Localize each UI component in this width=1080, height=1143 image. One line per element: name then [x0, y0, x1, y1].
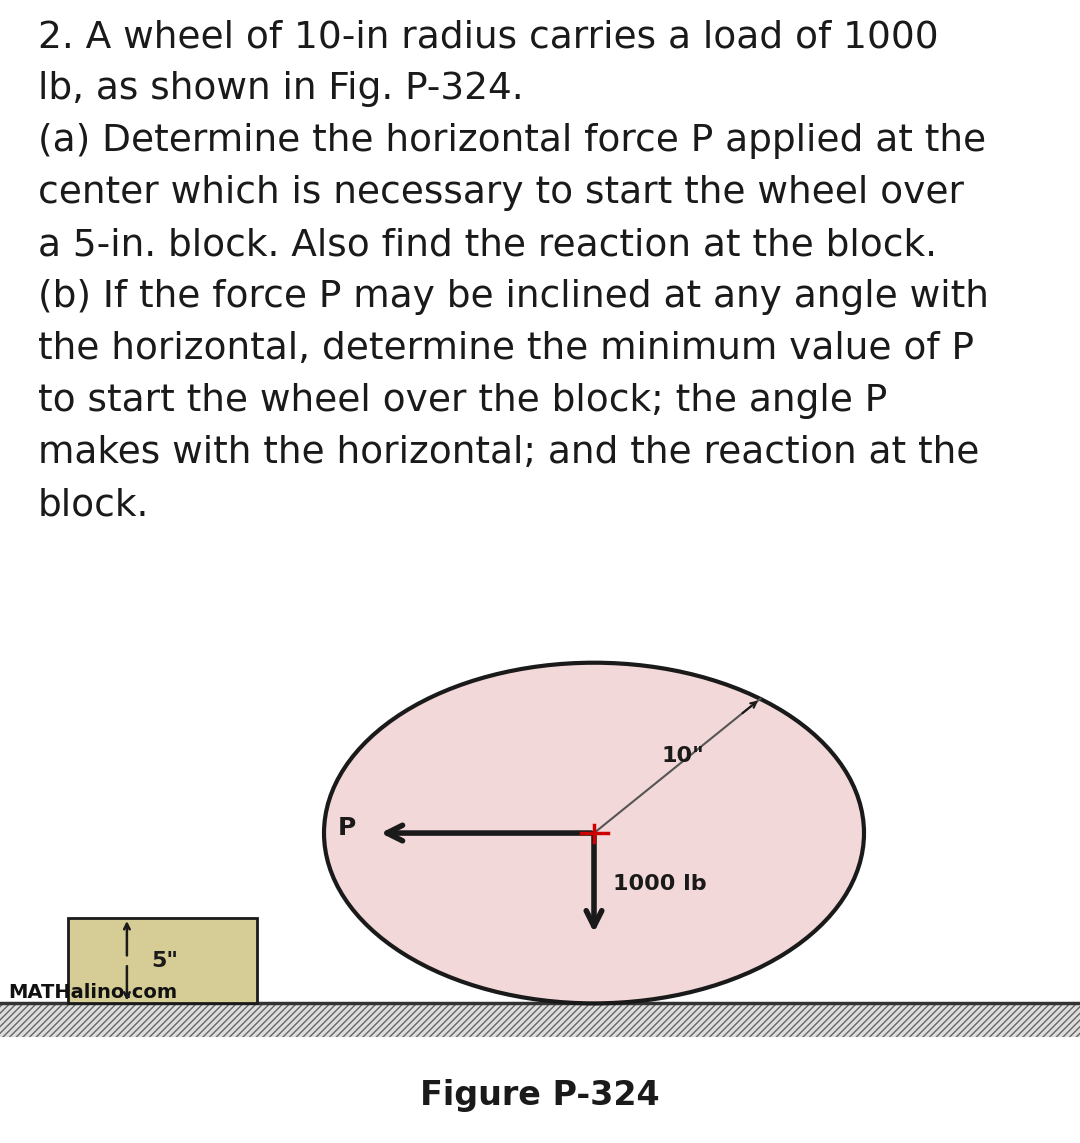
Text: 10": 10"	[661, 746, 704, 767]
Text: MATHalino.com: MATHalino.com	[9, 983, 177, 1001]
Bar	[0, 1004, 1080, 1038]
Text: 5": 5"	[151, 951, 178, 970]
Bar	[0, 1004, 1080, 1038]
Text: 2. A wheel of 10-in radius carries a load of 1000: 2. A wheel of 10-in radius carries a loa…	[38, 19, 939, 55]
Text: makes with the horizontal; and the reaction at the: makes with the horizontal; and the react…	[38, 435, 980, 471]
Bar	[67, 918, 257, 1004]
Text: block.: block.	[38, 487, 149, 523]
Text: Figure P-324: Figure P-324	[420, 1079, 660, 1112]
Ellipse shape	[324, 663, 864, 1004]
Text: a 5-in. block. Also find the reaction at the block.: a 5-in. block. Also find the reaction at…	[38, 227, 936, 263]
Text: P: P	[338, 816, 356, 840]
Text: to start the wheel over the block; the angle P: to start the wheel over the block; the a…	[38, 383, 887, 419]
Text: lb, as shown in Fig. P-324.: lb, as shown in Fig. P-324.	[38, 71, 524, 107]
Text: center which is necessary to start the wheel over: center which is necessary to start the w…	[38, 175, 963, 211]
Text: the horizontal, determine the minimum value of P: the horizontal, determine the minimum va…	[38, 331, 974, 367]
Text: (a) Determine the horizontal force P applied at the: (a) Determine the horizontal force P app…	[38, 123, 986, 159]
Text: (b) If the force P may be inclined at any angle with: (b) If the force P may be inclined at an…	[38, 279, 988, 315]
Text: 1000 lb: 1000 lb	[613, 874, 706, 894]
